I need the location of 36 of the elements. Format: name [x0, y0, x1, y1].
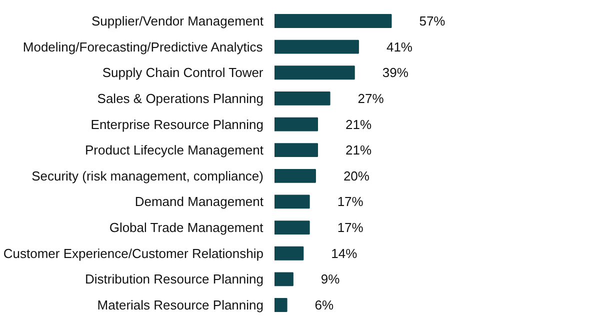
y-tick-label: Customer Experience/Customer Relationship — [3, 246, 264, 261]
bar — [274, 66, 355, 80]
bar — [274, 143, 318, 158]
data-label: 57% — [419, 13, 446, 28]
y-tick-label: Sales & Operations Planning — [97, 90, 264, 106]
y-tick-label: Supply Chain Control Tower — [102, 65, 264, 80]
y-tick-label: Global Trade Management — [109, 220, 264, 236]
bar — [274, 117, 318, 132]
bar — [274, 220, 310, 235]
y-tick-label: Supplier/Vendor Management — [92, 13, 264, 28]
bar — [274, 194, 310, 209]
y-tick-label: Enterprise Resource Planning — [90, 116, 264, 132]
data-label: 21% — [346, 142, 372, 158]
data-label: 17% — [337, 220, 364, 236]
data-label: 17% — [337, 194, 364, 210]
y-tick-label: Distribution Resource Planning — [85, 272, 264, 287]
data-label: 14% — [331, 246, 358, 261]
bar — [274, 246, 304, 260]
y-tick-label: Modeling/Forecasting/Predictive Analytics — [22, 39, 264, 54]
data-label: 6% — [314, 298, 334, 313]
y-tick-label: Security (risk management, compliance) — [32, 168, 264, 184]
bar — [274, 272, 294, 286]
data-label: 27% — [358, 90, 384, 106]
y-tick-label: Demand Management — [134, 194, 264, 210]
y-tick-label: Product Lifecycle Management — [85, 142, 264, 158]
bar — [274, 40, 359, 54]
data-label: 21% — [346, 116, 372, 132]
bar — [274, 14, 392, 28]
bar — [274, 91, 330, 106]
bar — [274, 298, 288, 312]
y-tick-label: Materials Resource Planning — [97, 298, 264, 313]
data-label: 41% — [386, 39, 413, 54]
data-label: 9% — [320, 272, 340, 287]
data-label: 39% — [382, 65, 409, 80]
bar — [274, 168, 316, 183]
data-label: 20% — [343, 168, 370, 184]
